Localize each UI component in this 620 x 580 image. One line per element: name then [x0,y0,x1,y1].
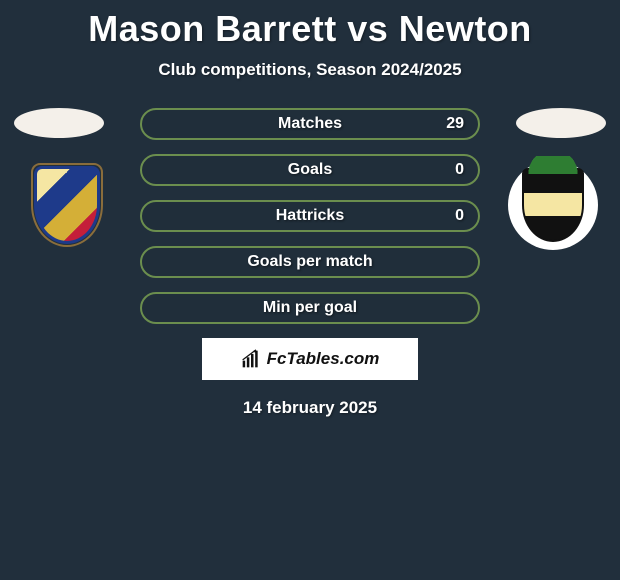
player-photo-right [516,108,606,138]
shield-icon [522,168,584,242]
stat-label: Goals [288,161,332,179]
stat-label: Min per goal [263,299,357,317]
club-crest-left [22,160,112,250]
date: 14 february 2025 [0,398,620,418]
stat-label: Matches [278,115,342,133]
stat-label: Goals per match [247,253,372,271]
bar-chart-icon [241,349,261,369]
subtitle: Club competitions, Season 2024/2025 [0,60,620,80]
page-title: Mason Barrett vs Newton [0,0,620,50]
watermark: FcTables.com [202,338,418,380]
shield-icon [34,166,100,244]
stat-label: Hattricks [276,207,344,225]
comparison-area: Matches 29 Goals 0 Hattricks 0 Goals per… [0,108,620,418]
watermark-text: FcTables.com [267,349,380,369]
stat-row-matches: Matches 29 [140,108,480,140]
stat-rows: Matches 29 Goals 0 Hattricks 0 Goals per… [140,108,480,324]
stat-row-goals: Goals 0 [140,154,480,186]
stat-value-right: 0 [455,207,464,225]
player-photo-left [14,108,104,138]
stat-row-goals-per-match: Goals per match [140,246,480,278]
stat-value-right: 29 [446,115,464,133]
stat-value-right: 0 [455,161,464,179]
stat-row-hattricks: Hattricks 0 [140,200,480,232]
stat-row-min-per-goal: Min per goal [140,292,480,324]
club-crest-right [508,160,598,250]
